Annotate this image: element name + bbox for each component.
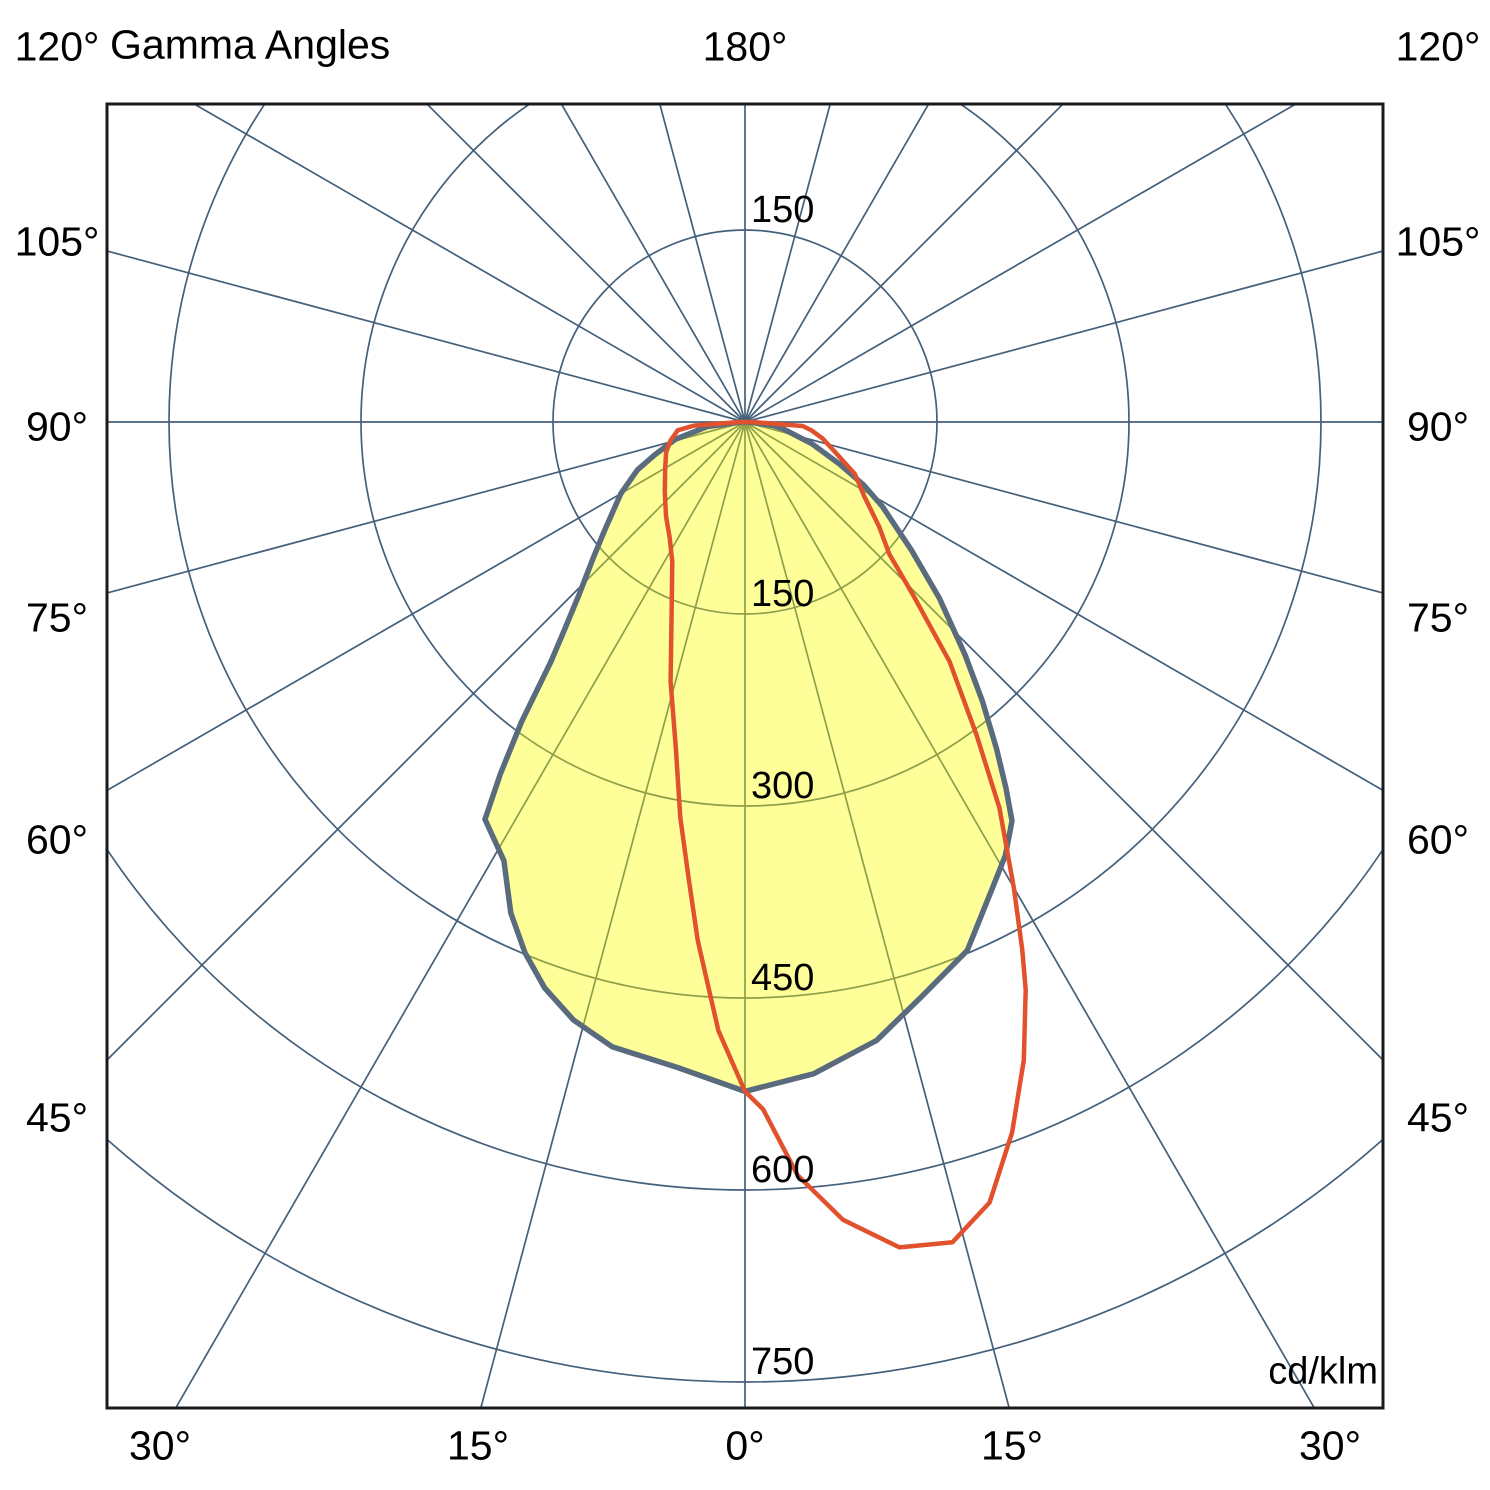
gamma-angle-label: 30° [128, 1422, 192, 1469]
gamma-angle-label: 75° [1406, 594, 1470, 641]
gamma-angle-label: 75° [25, 594, 89, 641]
intensity-ring-150 [552, 229, 938, 615]
gamma-angle-label: 0° [725, 1422, 765, 1469]
gamma-ray-300 [107, 421, 746, 792]
ring-labels: 150 150 300 450 600 750 [751, 189, 814, 1383]
intensity-ring-750 [107, 1137, 1383, 1383]
gamma-ray-255 [107, 250, 746, 423]
gamma-angle-label: 60° [1406, 816, 1470, 863]
gamma-ray-315 [107, 421, 746, 1062]
ring-value-label: 750 [751, 1341, 814, 1383]
gamma-ray-330 [174, 421, 746, 1408]
gamma-angle-label: 45° [1406, 1094, 1470, 1141]
gamma-ray-210 [560, 104, 746, 423]
gamma-angle-label: 105° [1395, 218, 1481, 265]
gamma-angle-label: 45° [25, 1094, 89, 1141]
gamma-ray-225 [425, 104, 746, 423]
c0-c180-curve [482, 419, 1015, 1095]
intensity-ring-300 [360, 104, 1130, 807]
gamma-angle-label: 15° [980, 1422, 1044, 1469]
gamma-axis-label-180: 180° [702, 23, 788, 70]
gamma-angle-label: 120° [14, 23, 100, 70]
gamma-angle-label: 90° [1406, 403, 1470, 450]
gamma-angle-label: 120° [1395, 23, 1481, 70]
gamma-angle-label: 30° [1298, 1422, 1362, 1469]
gamma-angle-label: 105° [14, 218, 100, 265]
ring-value-label: 450 [751, 957, 814, 999]
ring-value-label: 600 [751, 1149, 814, 1191]
gamma-ray-195 [658, 104, 746, 423]
gamma-ray-15 [744, 421, 1011, 1408]
unit-label: cd/klm [1268, 1350, 1378, 1393]
gamma-angle-label: 90° [25, 403, 89, 450]
ring-value-label: 300 [751, 765, 814, 807]
plot-frame [105, 102, 1385, 1410]
gamma-angle-label: 15° [446, 1422, 510, 1469]
gamma-ray-165 [744, 104, 832, 423]
gamma-ray-135 [744, 104, 1065, 423]
gamma-ray-285 [107, 421, 746, 594]
c0-c180-curve-fill [485, 422, 1012, 1092]
gamma-ray-30 [744, 421, 1316, 1408]
intensity-ring-450 [168, 104, 1322, 999]
gamma-ray-150 [744, 104, 930, 423]
ring-value-label: 150 [751, 573, 814, 615]
ring-value-label: 150 [751, 189, 814, 231]
gamma-ray-120 [744, 104, 1298, 423]
intensity-ring-600 [107, 847, 1383, 1191]
gamma-ray-60 [744, 421, 1383, 792]
gamma-ray-75 [744, 421, 1383, 594]
gamma-ray-345 [479, 421, 746, 1408]
c90-c270-curve [662, 419, 1028, 1250]
gamma-angle-label: 60° [25, 816, 89, 863]
gamma-ray-105 [744, 250, 1383, 423]
chart-title: Gamma Angles [110, 21, 391, 68]
gamma-ray-240 [192, 104, 746, 423]
